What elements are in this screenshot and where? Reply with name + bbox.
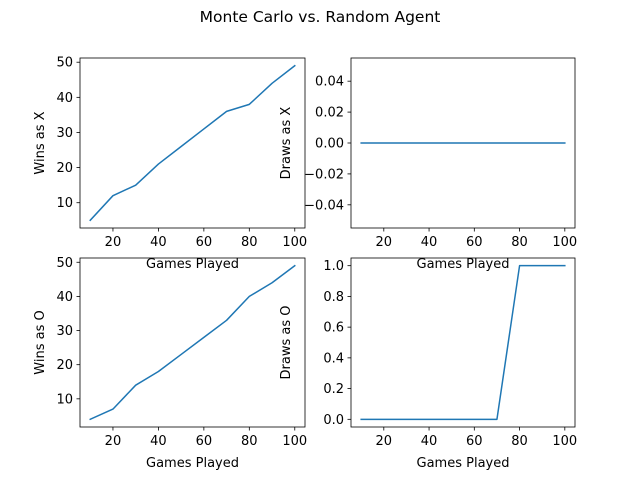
x-axis-label-draws-as-x: Games Played (417, 257, 510, 272)
y-tick-label-wins-as-o: 10 (56, 392, 73, 407)
y-tick-label-wins-as-o: 50 (56, 256, 73, 271)
y-tick-label-wins-as-o: 20 (56, 358, 73, 373)
y-tick-label-draws-as-x: −0.02 (304, 167, 344, 182)
figure-title: Monte Carlo vs. Random Agent (200, 8, 441, 26)
x-tick-label-draws-as-o: 80 (511, 434, 528, 449)
series-line-draws-as-o (360, 264, 566, 421)
x-tick-label-wins-as-o: 100 (282, 434, 307, 449)
y-tick-label-draws-as-o: 0.4 (323, 351, 344, 366)
x-tick-label-wins-as-x: 40 (150, 235, 167, 250)
y-tick-label-draws-as-o: 0.0 (323, 413, 344, 428)
x-tick-label-wins-as-o: 40 (150, 434, 167, 449)
x-tick-label-draws-as-x: 60 (466, 235, 483, 250)
subplot-draws-as-o: 20 40 60 80 100 0.0 0.2 0.4 0.6 0.8 1.0 Games Playe… (279, 257, 577, 471)
x-axis-label-wins-as-o: Games Played (146, 456, 239, 471)
y-axis-label-draws-as-x: Draws as X (279, 107, 294, 180)
y-tick-label-wins-as-x: 50 (56, 56, 73, 71)
x-tick-label-draws-as-o: 60 (466, 434, 483, 449)
x-tick-label-wins-as-o: 20 (105, 434, 122, 449)
x-tick-label-wins-as-x: 80 (241, 235, 258, 250)
y-tick-label-draws-as-x: 0.02 (315, 106, 344, 121)
x-tick-label-draws-as-x: 100 (552, 235, 577, 250)
x-axis-label-wins-as-x: Games Played (146, 257, 239, 272)
subplot-draws-as-x: 20 40 60 80 100 −0.04 −0.02 0.00 0.02 0.04 Games P… (279, 57, 577, 272)
y-tick-label-draws-as-o: 1.0 (323, 259, 344, 274)
x-axis-label-draws-as-o: Games Played (417, 456, 510, 471)
subplot-wins-as-x: 20 40 60 80 100 10 20 30 40 50 Games Played Wins as… (33, 56, 307, 272)
x-tick-label-draws-as-o: 40 (421, 434, 438, 449)
y-tick-label-wins-as-x: 20 (56, 161, 73, 176)
y-tick-label-wins-as-x: 10 (56, 196, 73, 211)
plot-frame-draws-as-o (350, 257, 576, 428)
x-tick-label-draws-as-o: 20 (376, 434, 393, 449)
y-tick-label-draws-as-x: 0.00 (315, 137, 344, 152)
series-line-wins-as-x (89, 64, 296, 222)
series-line-wins-as-o (89, 264, 296, 421)
y-axis-label-wins-as-x: Wins as X (33, 111, 48, 174)
x-tick-label-wins-as-x: 60 (196, 235, 213, 250)
y-tick-label-wins-as-o: 30 (56, 324, 73, 339)
plot-frame-wins-as-x (79, 57, 306, 229)
subplot-wins-as-o: 20 40 60 80 100 10 20 30 40 50 Games Played Wins as… (33, 256, 307, 471)
x-tick-label-draws-as-x: 20 (376, 235, 393, 250)
y-axis-label-draws-as-o: Draws as O (279, 306, 294, 380)
y-tick-label-draws-as-x: 0.04 (315, 75, 344, 90)
plot-frame-wins-as-o (79, 257, 306, 428)
x-tick-label-wins-as-x: 20 (105, 235, 122, 250)
y-tick-label-draws-as-o: 0.6 (323, 321, 344, 336)
x-tick-label-wins-as-o: 60 (196, 434, 213, 449)
y-tick-label-wins-as-x: 40 (56, 91, 73, 106)
x-tick-label-wins-as-o: 80 (241, 434, 258, 449)
x-tick-label-draws-as-x: 40 (421, 235, 438, 250)
y-axis-label-wins-as-o: Wins as O (33, 310, 48, 374)
x-tick-label-draws-as-o: 100 (552, 434, 577, 449)
y-tick-label-draws-as-o: 0.8 (323, 290, 344, 305)
x-tick-label-draws-as-x: 80 (511, 235, 528, 250)
x-tick-label-wins-as-x: 100 (282, 235, 307, 250)
y-tick-label-wins-as-x: 30 (56, 126, 73, 141)
y-tick-label-draws-as-o: 0.2 (323, 382, 344, 397)
y-tick-label-wins-as-o: 40 (56, 290, 73, 305)
y-tick-label-draws-as-x: −0.04 (304, 198, 344, 213)
